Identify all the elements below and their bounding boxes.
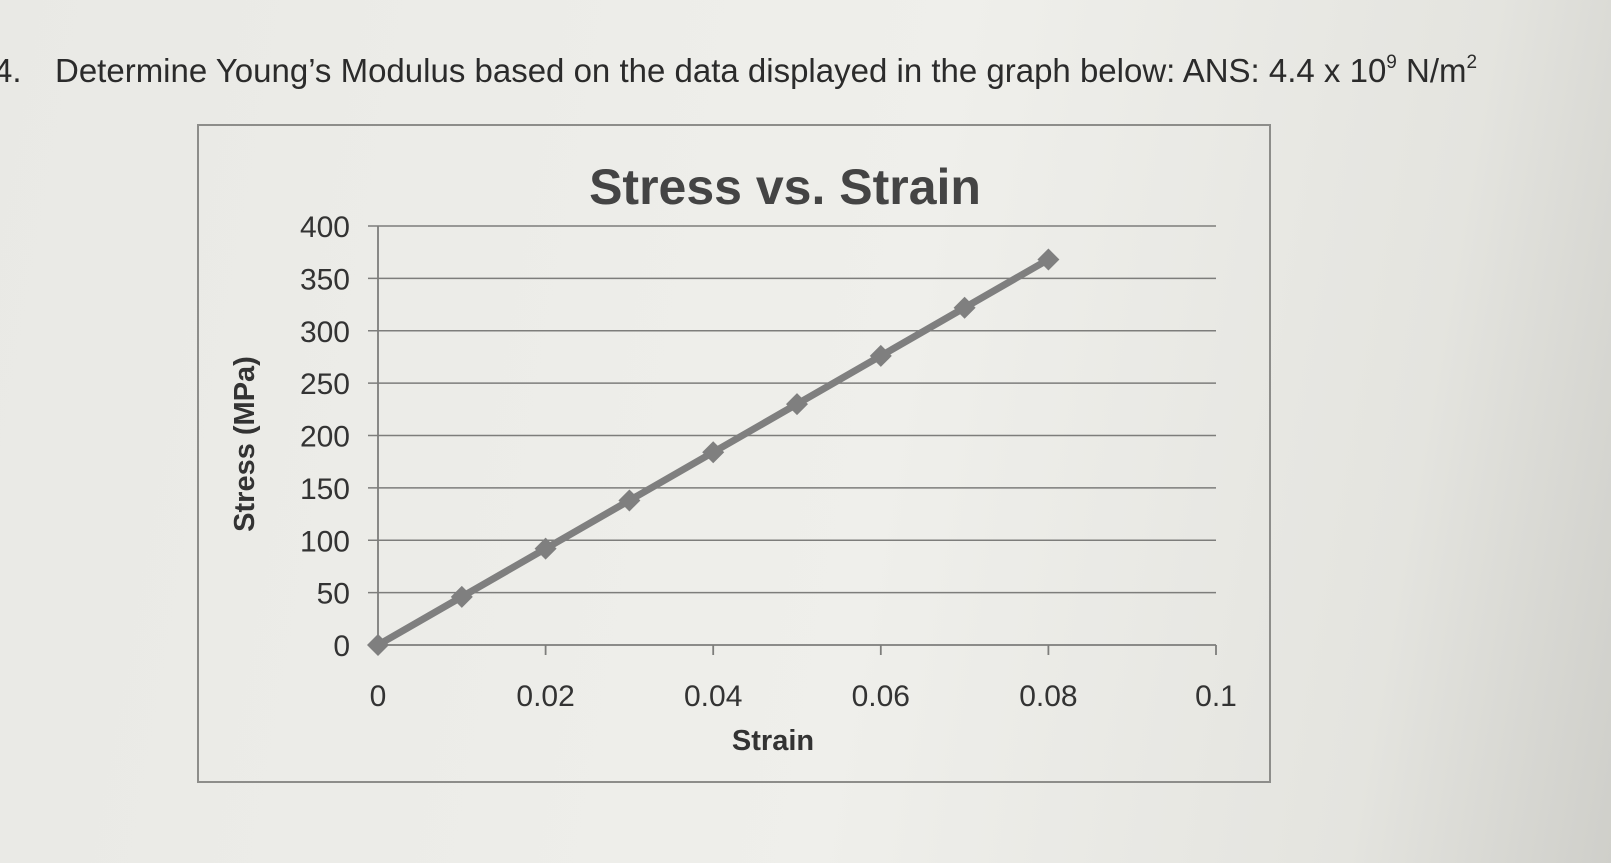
- data-point-7: [953, 296, 976, 319]
- y-axis: 0 50 100 150 200 250 300 350 400: [300, 211, 379, 663]
- y-tick-label-8: 400: [300, 211, 350, 244]
- y-tick-label-6: 300: [300, 316, 350, 349]
- data-point-8: [1037, 248, 1060, 271]
- x-tick-label-4: 0.08: [1019, 680, 1077, 713]
- question-text: Determine Young’s Modulus based on the d…: [55, 52, 1387, 89]
- data-point-2: [534, 537, 557, 560]
- gridlines: [368, 225, 1216, 594]
- data-point-0: [367, 634, 389, 656]
- chart-frame: [197, 124, 1271, 783]
- data-point-3: [618, 489, 641, 512]
- y-tick-label-4: 200: [300, 421, 350, 454]
- x-tick-label-2: 0.04: [684, 680, 742, 713]
- x-tick-label-1: 0.02: [516, 680, 574, 713]
- y-tick-label-7: 350: [300, 263, 350, 296]
- answer-unit: N/m: [1396, 52, 1467, 89]
- x-tick-label-0: 0: [370, 680, 387, 713]
- y-tick-label-1: 50: [317, 578, 350, 611]
- y-tick-label-0: 0: [333, 630, 350, 663]
- x-axis-label: Strain: [732, 725, 814, 757]
- question-number: 4.: [0, 52, 22, 89]
- data-point-5: [786, 393, 808, 416]
- x-tick-label-5: 0.1: [1195, 680, 1237, 713]
- data-point-1: [450, 585, 473, 608]
- answer-unit-exponent: 2: [1466, 52, 1478, 73]
- question-text-group: Determine Young’s Modulus based on the d…: [55, 52, 1477, 90]
- y-tick-label-2: 100: [300, 525, 350, 558]
- y-tick-label-3: 150: [300, 473, 350, 506]
- y-tick-label-5: 250: [300, 368, 350, 401]
- y-axis-label: Stress (MPa): [229, 356, 261, 532]
- data-point-4: [702, 441, 725, 464]
- data-point-6: [869, 344, 892, 367]
- chart-title: Stress vs. Strain: [589, 159, 981, 215]
- answer-exponent: 9: [1386, 52, 1397, 73]
- x-axis: 0 0.02 0.04 0.06 0.08 0.1: [368, 644, 1237, 713]
- series-group: [367, 248, 1060, 656]
- x-tick-label-3: 0.06: [852, 680, 910, 713]
